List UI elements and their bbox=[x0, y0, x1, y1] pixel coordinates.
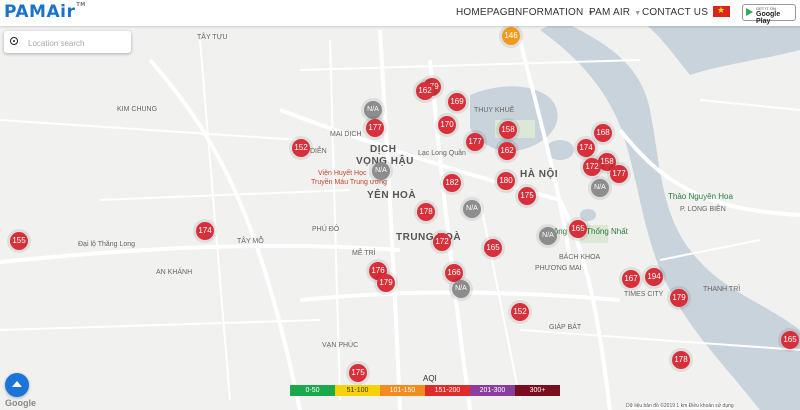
map-label: Thảo Nguyên Hoa bbox=[668, 192, 733, 201]
map-label: THANH TRÌ bbox=[703, 286, 741, 293]
map-label: HÀ NỘI bbox=[520, 169, 558, 180]
vietnam-flag-icon[interactable]: ★ bbox=[713, 5, 730, 17]
aqi-marker[interactable]: 177 bbox=[610, 165, 628, 183]
map-label: Công viên Thống Nhất bbox=[548, 227, 628, 236]
map-label: THUY KHUÊ bbox=[474, 107, 515, 114]
map-label: TIMES CITY bbox=[624, 291, 664, 298]
map-label: PHÚ ĐÔ bbox=[312, 226, 340, 233]
google-play-badge[interactable]: GET IT ON Google Play bbox=[742, 4, 796, 25]
map-label: KIM CHUNG bbox=[117, 106, 158, 113]
map-label: TÂY TỰU bbox=[197, 34, 228, 41]
legend-range: 0-50 bbox=[290, 385, 335, 396]
lake bbox=[580, 209, 596, 221]
google-logo: Google bbox=[5, 398, 36, 408]
legend-title: AQI bbox=[423, 374, 437, 383]
location-search-input[interactable] bbox=[26, 34, 130, 52]
aqi-marker[interactable]: 175 bbox=[518, 187, 536, 205]
aqi-marker[interactable]: 179 bbox=[377, 274, 395, 292]
aqi-marker[interactable]: 146 bbox=[502, 27, 520, 45]
map-label: BÁCH KHOA bbox=[559, 254, 601, 261]
play-icon bbox=[746, 8, 753, 16]
map-label: MỄ TRÌ bbox=[352, 250, 376, 257]
map-label: DỊCH bbox=[370, 144, 397, 155]
aqi-marker[interactable]: 177 bbox=[466, 133, 484, 151]
map-label: VẠN PHÚC bbox=[322, 342, 359, 349]
aqi-legend: 0-50 51-100 101-150 151-200 201-300 300+ bbox=[290, 385, 560, 396]
aqi-marker[interactable]: 166 bbox=[445, 264, 463, 282]
map-label: Đại lộ Thăng Long bbox=[78, 241, 136, 248]
aqi-marker[interactable]: 152 bbox=[511, 303, 529, 321]
aqi-marker[interactable]: N/A bbox=[372, 162, 390, 180]
map-label: Viện Huyết Học bbox=[318, 170, 367, 177]
aqi-marker[interactable]: N/A bbox=[463, 200, 481, 218]
aqi-marker[interactable]: 162 bbox=[498, 142, 516, 160]
aqi-marker[interactable]: 158 bbox=[598, 153, 616, 171]
map-label: DIỄN bbox=[310, 148, 327, 155]
map-label: VỌNG HẬU bbox=[356, 156, 414, 167]
aqi-marker[interactable]: 165 bbox=[569, 220, 587, 238]
aqi-marker[interactable]: 168 bbox=[594, 124, 612, 142]
top-navbar: PAMAirTM HOMEPAGE INFORMATION ▼ PAM AIR ▼ … bbox=[0, 0, 800, 26]
legend-range: 201-300 bbox=[470, 385, 515, 396]
map-label: P. LONG BIÊN bbox=[680, 206, 726, 213]
aqi-marker[interactable]: 175 bbox=[349, 364, 367, 382]
legend-range: 300+ bbox=[515, 385, 560, 396]
map-label: Truyền Máu Trung ương bbox=[311, 179, 387, 186]
aqi-marker[interactable]: 165 bbox=[484, 239, 502, 257]
aqi-marker[interactable]: 182 bbox=[443, 174, 461, 192]
aqi-marker[interactable]: 169 bbox=[448, 93, 466, 111]
chevron-down-icon: ▼ bbox=[587, 10, 595, 17]
aqi-marker[interactable]: 167 bbox=[622, 270, 640, 288]
map-label: GIÁP BÁT bbox=[549, 324, 582, 331]
aqi-marker[interactable]: 174 bbox=[577, 139, 595, 157]
aqi-marker[interactable]: N/A bbox=[539, 227, 557, 245]
aqi-marker[interactable]: 179 bbox=[670, 289, 688, 307]
aqi-marker[interactable]: N/A bbox=[452, 280, 470, 298]
chevron-down-icon: ▼ bbox=[634, 10, 642, 17]
aqi-marker[interactable]: 172 bbox=[433, 233, 451, 251]
aqi-marker[interactable]: 194 bbox=[645, 268, 663, 286]
aqi-marker[interactable]: 170 bbox=[438, 116, 456, 134]
badge-big-text: Google Play bbox=[756, 11, 781, 25]
aqi-marker[interactable]: 174 bbox=[196, 222, 214, 240]
locate-icon[interactable] bbox=[10, 37, 18, 45]
map-label: TÂY MỖ bbox=[237, 238, 264, 245]
nav-contact-us[interactable]: CONTACT US▼ bbox=[642, 7, 719, 18]
map-label: MAI DỊCH bbox=[330, 131, 362, 138]
nav-pam-air[interactable]: PAM AIR ▼ bbox=[589, 7, 642, 18]
legend-range: 101-150 bbox=[380, 385, 425, 396]
aqi-marker[interactable]: 178 bbox=[417, 203, 435, 221]
map-label: TRUNG HOÀ bbox=[396, 232, 462, 243]
aqi-marker[interactable]: 162 bbox=[416, 82, 434, 100]
aqi-marker[interactable]: 155 bbox=[10, 232, 28, 250]
aqi-marker[interactable]: 177 bbox=[366, 119, 384, 137]
legend-range: 51-100 bbox=[335, 385, 380, 396]
map-attribution[interactable]: Dữ liệu bản đồ ©2019 1 km Điều khoản sử … bbox=[626, 403, 734, 409]
aqi-marker[interactable]: 152 bbox=[292, 139, 310, 157]
nav-information[interactable]: INFORMATION ▼ bbox=[512, 7, 595, 18]
map-label: PHƯƠNG MAI bbox=[535, 265, 582, 272]
aqi-marker[interactable]: 180 bbox=[497, 172, 515, 190]
lake bbox=[546, 140, 574, 160]
location-search-box bbox=[4, 31, 131, 53]
river-north bbox=[640, 15, 800, 75]
aqi-marker[interactable]: N/A bbox=[591, 179, 609, 197]
nav-homepage[interactable]: HOMEPAGE bbox=[456, 7, 515, 18]
logo[interactable]: PAMAirTM bbox=[4, 2, 86, 22]
park bbox=[580, 225, 608, 243]
aqi-marker[interactable]: 165 bbox=[781, 331, 799, 349]
aqi-marker[interactable]: 158 bbox=[499, 121, 517, 139]
aqi-marker[interactable]: 172 bbox=[583, 158, 601, 176]
aqi-marker[interactable]: N/A bbox=[364, 101, 382, 119]
aqi-marker[interactable]: 178 bbox=[672, 351, 690, 369]
river bbox=[540, 20, 800, 410]
badge-small-text: GET IT ON bbox=[756, 6, 776, 11]
map-label: YÊN HOÀ bbox=[367, 190, 417, 201]
map-label: Lạc Long Quân bbox=[418, 150, 466, 157]
legend-range: 151-200 bbox=[425, 385, 470, 396]
map-label: AN KHÁNH bbox=[156, 269, 193, 276]
scroll-up-button[interactable] bbox=[5, 373, 29, 397]
